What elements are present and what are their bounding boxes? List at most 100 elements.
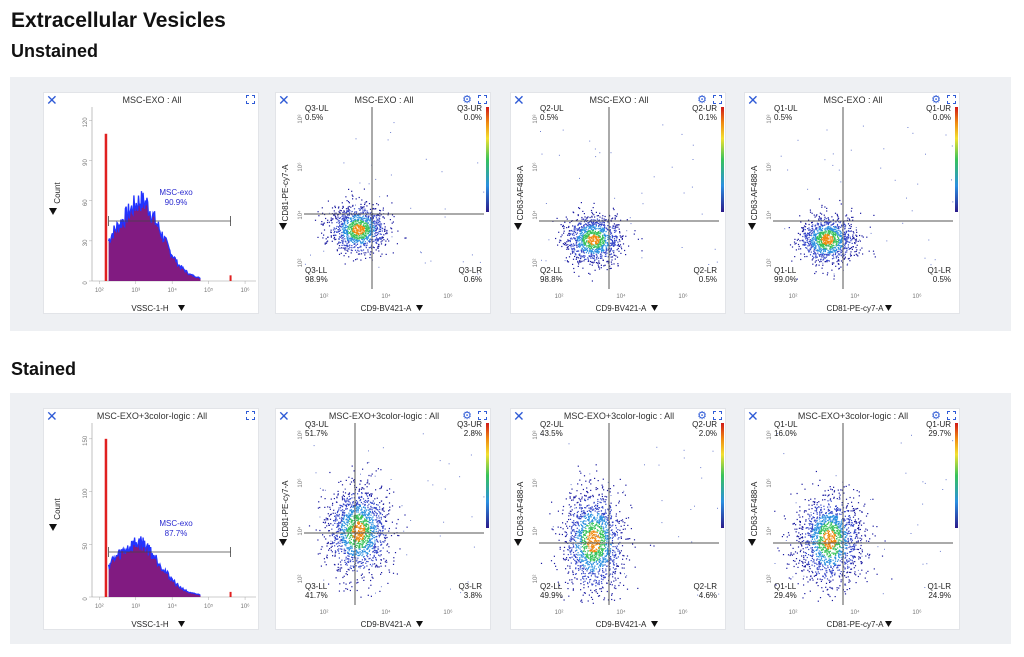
scatter-point — [857, 240, 859, 242]
scatter-point — [597, 244, 599, 246]
scatter-point — [348, 518, 350, 520]
scatter-point — [339, 225, 341, 227]
close-icon[interactable]: ✕ — [46, 92, 58, 108]
scatter-point — [371, 576, 373, 578]
scatter-point — [322, 224, 324, 226]
scatter-point — [579, 243, 581, 245]
scatter-point — [369, 226, 371, 228]
scatter-point — [328, 221, 330, 223]
scatter-point — [357, 509, 359, 511]
scatter-point — [373, 527, 375, 529]
scatter-point — [591, 240, 593, 243]
scatter-point — [349, 553, 351, 555]
scatter-point — [358, 208, 360, 210]
scatter-point — [616, 215, 618, 217]
scatter-point — [346, 229, 348, 231]
scatter-point — [816, 240, 818, 242]
scatter-point — [350, 229, 352, 231]
scatter-point — [342, 523, 344, 525]
close-icon[interactable]: ✕ — [513, 92, 525, 108]
expand-icon[interactable] — [947, 95, 956, 104]
scatter-point — [380, 516, 382, 518]
scatter-point — [341, 224, 343, 226]
scatter-point — [819, 254, 821, 256]
scatter-point — [584, 247, 586, 249]
scatter-point — [343, 162, 345, 164]
scatter-point — [376, 215, 378, 217]
scatter-point — [340, 234, 342, 236]
scatter-point — [827, 227, 829, 229]
scatter-point — [821, 242, 823, 244]
scatter-point — [599, 232, 601, 234]
scatter-point — [347, 232, 349, 234]
scatter-point — [822, 264, 824, 266]
scatter-point — [356, 217, 358, 219]
scatter-point — [378, 510, 380, 513]
scatter-point — [349, 210, 351, 212]
scatter-point — [818, 250, 820, 252]
expand-icon[interactable] — [713, 95, 722, 104]
scatter-point — [592, 243, 594, 246]
scatter-point — [812, 224, 814, 226]
scatter-point — [366, 219, 368, 221]
scatter-point — [361, 221, 363, 223]
scatter-point — [606, 260, 608, 263]
expand-icon[interactable] — [478, 95, 487, 104]
scatter-point — [368, 521, 370, 523]
scatter-point — [372, 543, 374, 545]
expand-icon[interactable] — [478, 411, 487, 420]
scatter-point — [840, 231, 842, 233]
scatter-point — [366, 527, 368, 530]
scatter-point — [355, 526, 358, 528]
scatter-point — [806, 255, 808, 258]
close-icon[interactable]: ✕ — [278, 408, 290, 424]
scatter-point — [818, 241, 820, 243]
scatter-point — [819, 217, 821, 219]
scatter-point — [348, 228, 350, 230]
close-icon[interactable]: ✕ — [747, 92, 759, 108]
scatter-point — [375, 231, 377, 233]
scatter-point — [352, 195, 354, 197]
scatter-point — [824, 243, 826, 245]
scatter-point — [353, 531, 355, 533]
gear-icon[interactable]: ⚙ — [462, 94, 472, 106]
scatter-point — [382, 525, 384, 527]
close-icon[interactable]: ✕ — [278, 92, 290, 108]
scatter-point — [828, 250, 830, 252]
scatter-point — [371, 517, 373, 519]
scatter-point — [381, 543, 383, 545]
scatter-point — [381, 240, 383, 242]
scatter-point — [391, 231, 393, 233]
scatter-point — [379, 488, 381, 490]
scatter-point — [338, 247, 340, 249]
gear-icon[interactable]: ⚙ — [697, 94, 707, 106]
scatter-point — [580, 250, 583, 252]
scatter-point — [815, 228, 817, 230]
scatter-point — [356, 511, 358, 513]
gear-icon[interactable]: ⚙ — [931, 94, 941, 106]
scatter-point — [352, 511, 354, 513]
scatter-point — [838, 217, 840, 219]
close-icon[interactable]: ✕ — [46, 408, 58, 424]
scatter-point — [351, 529, 353, 531]
scatter-point — [347, 530, 349, 532]
expand-icon[interactable] — [246, 95, 255, 104]
scatter-point — [393, 560, 395, 562]
scatter-point — [340, 533, 343, 535]
scatter-point — [378, 534, 380, 536]
scatter-point — [843, 233, 845, 235]
scatter-point — [353, 242, 355, 244]
y-tick-label: 10⁴ — [532, 210, 539, 220]
gear-icon[interactable]: ⚙ — [462, 410, 472, 422]
scatter-point — [376, 540, 378, 542]
scatter-point — [327, 522, 330, 525]
scatter-point — [383, 217, 385, 219]
y-axis-label: Count — [53, 498, 62, 520]
scatter-point — [598, 223, 600, 225]
expand-icon[interactable] — [246, 411, 255, 420]
scatter-point — [337, 529, 340, 531]
scatter-point — [367, 537, 369, 540]
scatter-point — [345, 216, 347, 218]
scatter-point — [834, 225, 836, 228]
scatter-point — [343, 210, 345, 212]
